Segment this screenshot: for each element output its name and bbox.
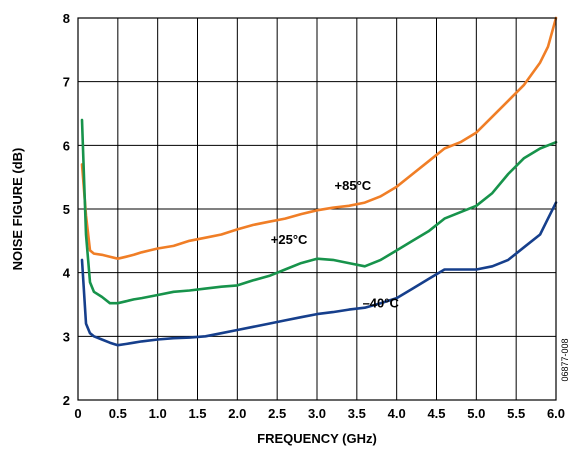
series-label: +25°C: [271, 232, 308, 247]
series-label: –40°C: [363, 296, 400, 311]
x-tick-label: 6.0: [547, 406, 565, 421]
tick-labels: 0 0.5 1.0 1.5 2.0 2.5 3.0 3.5 4.0 4.5 5.0 5.5 6.0 2 3 4…: [63, 11, 565, 421]
x-tick-label: 3.0: [308, 406, 326, 421]
x-tick-label: 5.5: [507, 406, 525, 421]
x-axis-title: FREQUENCY (GHz): [257, 431, 377, 446]
x-tick-label: 1.0: [149, 406, 167, 421]
y-tick-label: 7: [63, 75, 70, 90]
series-line: [80, 118, 558, 305]
x-tick-label: 2.5: [268, 406, 286, 421]
series-line: [80, 201, 558, 347]
series-group: [80, 16, 558, 347]
x-tick-label: 0.5: [109, 406, 127, 421]
y-tick-label: 3: [63, 329, 70, 344]
x-tick-label: 2.0: [228, 406, 246, 421]
y-axis-title: NOISE FIGURE (dB): [10, 148, 25, 271]
x-tick-label: 5.0: [467, 406, 485, 421]
y-tick-label: 6: [63, 138, 70, 153]
x-tick-label: 0: [74, 406, 81, 421]
x-tick-label: 4.5: [427, 406, 445, 421]
x-tick-label: 4.0: [388, 406, 406, 421]
x-tick-label: 1.5: [188, 406, 206, 421]
y-tick-label: 2: [63, 393, 70, 408]
x-tick-label: 3.5: [348, 406, 366, 421]
figure-code: 06877-008: [560, 338, 570, 381]
series-line: [80, 16, 558, 261]
series-labels: +85°C +25°C –40°C: [271, 178, 400, 311]
y-tick-label: 5: [63, 202, 70, 217]
plot-frame: [77, 17, 557, 401]
y-tick-label: 4: [63, 266, 71, 281]
y-tick-label: 8: [63, 11, 70, 26]
series-label: +85°C: [335, 178, 372, 193]
